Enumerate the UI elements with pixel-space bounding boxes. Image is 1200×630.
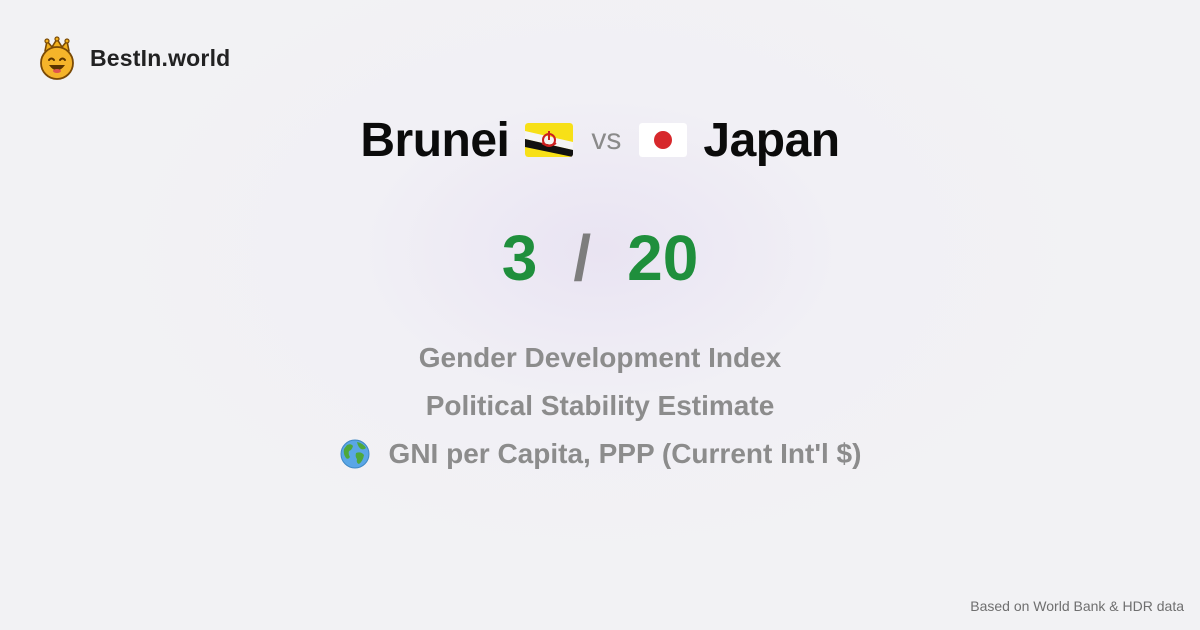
right-score: 20 [627, 222, 699, 294]
metric-item[interactable]: Gender Development Index [0, 334, 1200, 382]
left-country-name[interactable]: Brunei [360, 113, 510, 167]
data-source-note: Based on World Bank & HDR data [970, 598, 1184, 614]
comparison-title: Brunei vs Japan [0, 108, 1200, 172]
brand-name: BestIn.world [90, 44, 231, 71]
metrics-list: Gender Development Index Political Stabi… [0, 334, 1200, 478]
score-row: 3 / 20 [0, 218, 1200, 298]
metric-item[interactable]: Political Stability Estimate [0, 382, 1200, 430]
left-score: 3 [501, 222, 538, 294]
smiling-crowned-face-icon [40, 36, 74, 80]
globe-icon [340, 439, 370, 469]
vs-label: vs [591, 123, 622, 156]
metric-item[interactable]: GNI per Capita, PPP (Current Int'l $) [0, 430, 1200, 478]
right-country-name[interactable]: Japan [703, 113, 840, 167]
score-separator: / [573, 222, 592, 294]
metric-label: GNI per Capita, PPP (Current Int'l $) [388, 438, 862, 469]
metric-label: Gender Development Index [418, 342, 782, 373]
metric-label: Political Stability Estimate [425, 390, 775, 421]
japan-flag-icon [639, 123, 688, 157]
brunei-flag-icon [525, 123, 574, 157]
brand[interactable]: BestIn.world [38, 36, 230, 80]
